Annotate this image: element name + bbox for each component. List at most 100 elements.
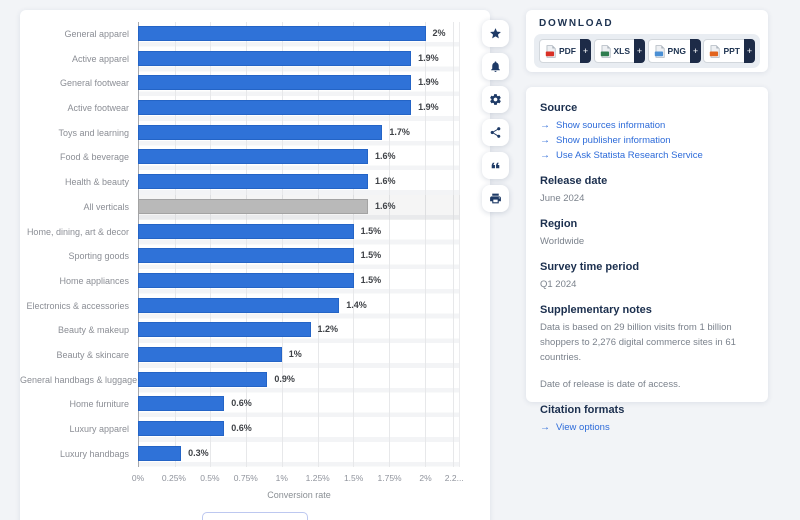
chart-row: Luxury apparel 0.6% bbox=[20, 417, 460, 442]
bar[interactable] bbox=[138, 149, 368, 165]
gridline bbox=[281, 22, 283, 467]
value-label: 1% bbox=[288, 348, 302, 359]
bar[interactable] bbox=[138, 346, 282, 362]
plus-icon[interactable]: + bbox=[743, 39, 755, 63]
download-xls-button[interactable]: XLS + bbox=[593, 39, 646, 63]
x-tick-label: 2.2... bbox=[444, 473, 464, 483]
chart-row: Health & beauty 1.6% bbox=[20, 170, 460, 195]
bar-track: 1.2% bbox=[138, 318, 460, 343]
gridline bbox=[424, 22, 426, 467]
favorite-button[interactable] bbox=[482, 20, 509, 47]
value-label: 0.9% bbox=[274, 373, 295, 384]
show-source-button-cutoff[interactable] bbox=[202, 512, 308, 520]
category-label: Sporting goods bbox=[68, 251, 129, 262]
bar-track: 1.6% bbox=[138, 170, 460, 195]
bar-track: 1.5% bbox=[138, 244, 460, 269]
bar[interactable] bbox=[138, 174, 368, 190]
download-png-button[interactable]: PNG + bbox=[647, 39, 701, 63]
arrow-right-icon: → bbox=[540, 135, 550, 146]
bar[interactable] bbox=[138, 272, 354, 288]
bar-track: 0.6% bbox=[138, 417, 460, 442]
bar[interactable] bbox=[138, 26, 426, 41]
section-heading: Region bbox=[540, 218, 578, 230]
category-label: Active footwear bbox=[67, 103, 129, 114]
category-label: All verticals bbox=[83, 201, 129, 212]
category-label: Luxury handbags bbox=[59, 448, 129, 459]
bar-track: 0.3% bbox=[138, 442, 460, 467]
bar[interactable] bbox=[138, 445, 182, 461]
section-heading: Survey time period bbox=[540, 261, 640, 273]
quote-icon bbox=[491, 162, 500, 169]
arrow-right-icon: → bbox=[540, 150, 550, 161]
category-label: General handbags & luggage bbox=[20, 374, 138, 385]
value-label: 2% bbox=[432, 28, 446, 38]
bar-track: 1.5% bbox=[138, 269, 460, 294]
category-label: Luxury apparel bbox=[69, 424, 129, 434]
plus-icon[interactable]: + bbox=[689, 39, 701, 63]
section-heading: Release date bbox=[540, 175, 608, 187]
bell-icon bbox=[491, 61, 500, 72]
category-label: General footwear bbox=[59, 78, 129, 89]
gridline bbox=[246, 22, 248, 467]
gridline bbox=[353, 22, 355, 467]
info-link[interactable]: → Show publisher information bbox=[540, 135, 671, 146]
bar-track: 1.4% bbox=[138, 294, 460, 319]
bar[interactable] bbox=[138, 421, 225, 436]
arrow-right-icon: → bbox=[540, 120, 550, 131]
bar[interactable] bbox=[138, 396, 225, 412]
value-label: 1.4% bbox=[346, 299, 367, 310]
arrow-right-icon: → bbox=[540, 422, 550, 433]
category-label: Home, dining, art & decor bbox=[26, 226, 129, 237]
bar[interactable] bbox=[138, 198, 368, 214]
bar[interactable] bbox=[138, 124, 383, 140]
file-xls-icon bbox=[600, 44, 611, 58]
share-icon bbox=[490, 127, 501, 138]
gridline bbox=[174, 22, 176, 467]
bar[interactable] bbox=[138, 50, 412, 66]
plus-icon[interactable]: + bbox=[580, 39, 591, 63]
download-pdf-button[interactable]: PDF + bbox=[539, 39, 591, 63]
category-label: Beauty & skincare bbox=[56, 349, 129, 360]
gridline bbox=[453, 22, 455, 467]
plus-icon[interactable]: + bbox=[634, 39, 646, 63]
print-button[interactable] bbox=[482, 185, 509, 212]
bar-track: 2% bbox=[138, 22, 460, 47]
value-label: 1.9% bbox=[418, 52, 439, 63]
download-panel: DOWNLOAD PDF + XLS + PNG + PPT + bbox=[526, 10, 768, 72]
bar[interactable] bbox=[138, 100, 412, 116]
category-label: Home appliances bbox=[59, 275, 129, 286]
x-tick-label: 1.75% bbox=[377, 473, 402, 483]
x-axis: 0% 0.25% 0.5% 0.75% 1% 1.25% 1.5% 1.75% 2% 2.2... bbox=[132, 473, 464, 485]
download-ppt-button[interactable]: PPT + bbox=[703, 39, 755, 63]
share-button[interactable] bbox=[482, 119, 509, 146]
category-label: Beauty & makeup bbox=[57, 325, 129, 336]
bar[interactable] bbox=[138, 371, 268, 387]
info-link[interactable]: → Show sources information bbox=[540, 120, 666, 131]
info-link[interactable]: → View options bbox=[540, 422, 610, 433]
category-label: Toys and learning bbox=[58, 127, 129, 138]
section-text: Worldwide bbox=[540, 236, 585, 247]
cite-button[interactable] bbox=[482, 152, 509, 179]
value-label: 0.6% bbox=[231, 398, 252, 409]
bar[interactable] bbox=[138, 75, 412, 91]
plot-area: General apparel 2% Active apparel 1.9% Gener… bbox=[20, 22, 460, 467]
x-tick-label: 0.25% bbox=[161, 473, 186, 483]
bar[interactable] bbox=[138, 248, 354, 264]
printer-icon bbox=[490, 193, 501, 204]
category-label: Home furniture bbox=[69, 399, 129, 410]
bar[interactable] bbox=[138, 322, 311, 338]
value-label: 0.6% bbox=[231, 423, 252, 433]
settings-button[interactable] bbox=[482, 86, 509, 113]
x-tick-label: 1.25% bbox=[305, 473, 330, 483]
download-format-label: PDF bbox=[559, 46, 576, 56]
alert-button[interactable] bbox=[482, 53, 509, 80]
category-label: Active apparel bbox=[71, 53, 129, 64]
bar[interactable] bbox=[138, 223, 354, 239]
statistic-info-panel: Source → Show sources information → Show pub… bbox=[526, 87, 768, 433]
chart-row: Sporting goods 1.5% bbox=[20, 244, 460, 269]
bar-track: 1.6% bbox=[138, 145, 460, 170]
info-link[interactable]: → Use Ask Statista Research Service bbox=[540, 150, 703, 161]
bar[interactable] bbox=[138, 297, 340, 313]
section-text: Date of release is date of access. bbox=[540, 379, 681, 390]
x-tick-label: 0% bbox=[131, 473, 145, 483]
